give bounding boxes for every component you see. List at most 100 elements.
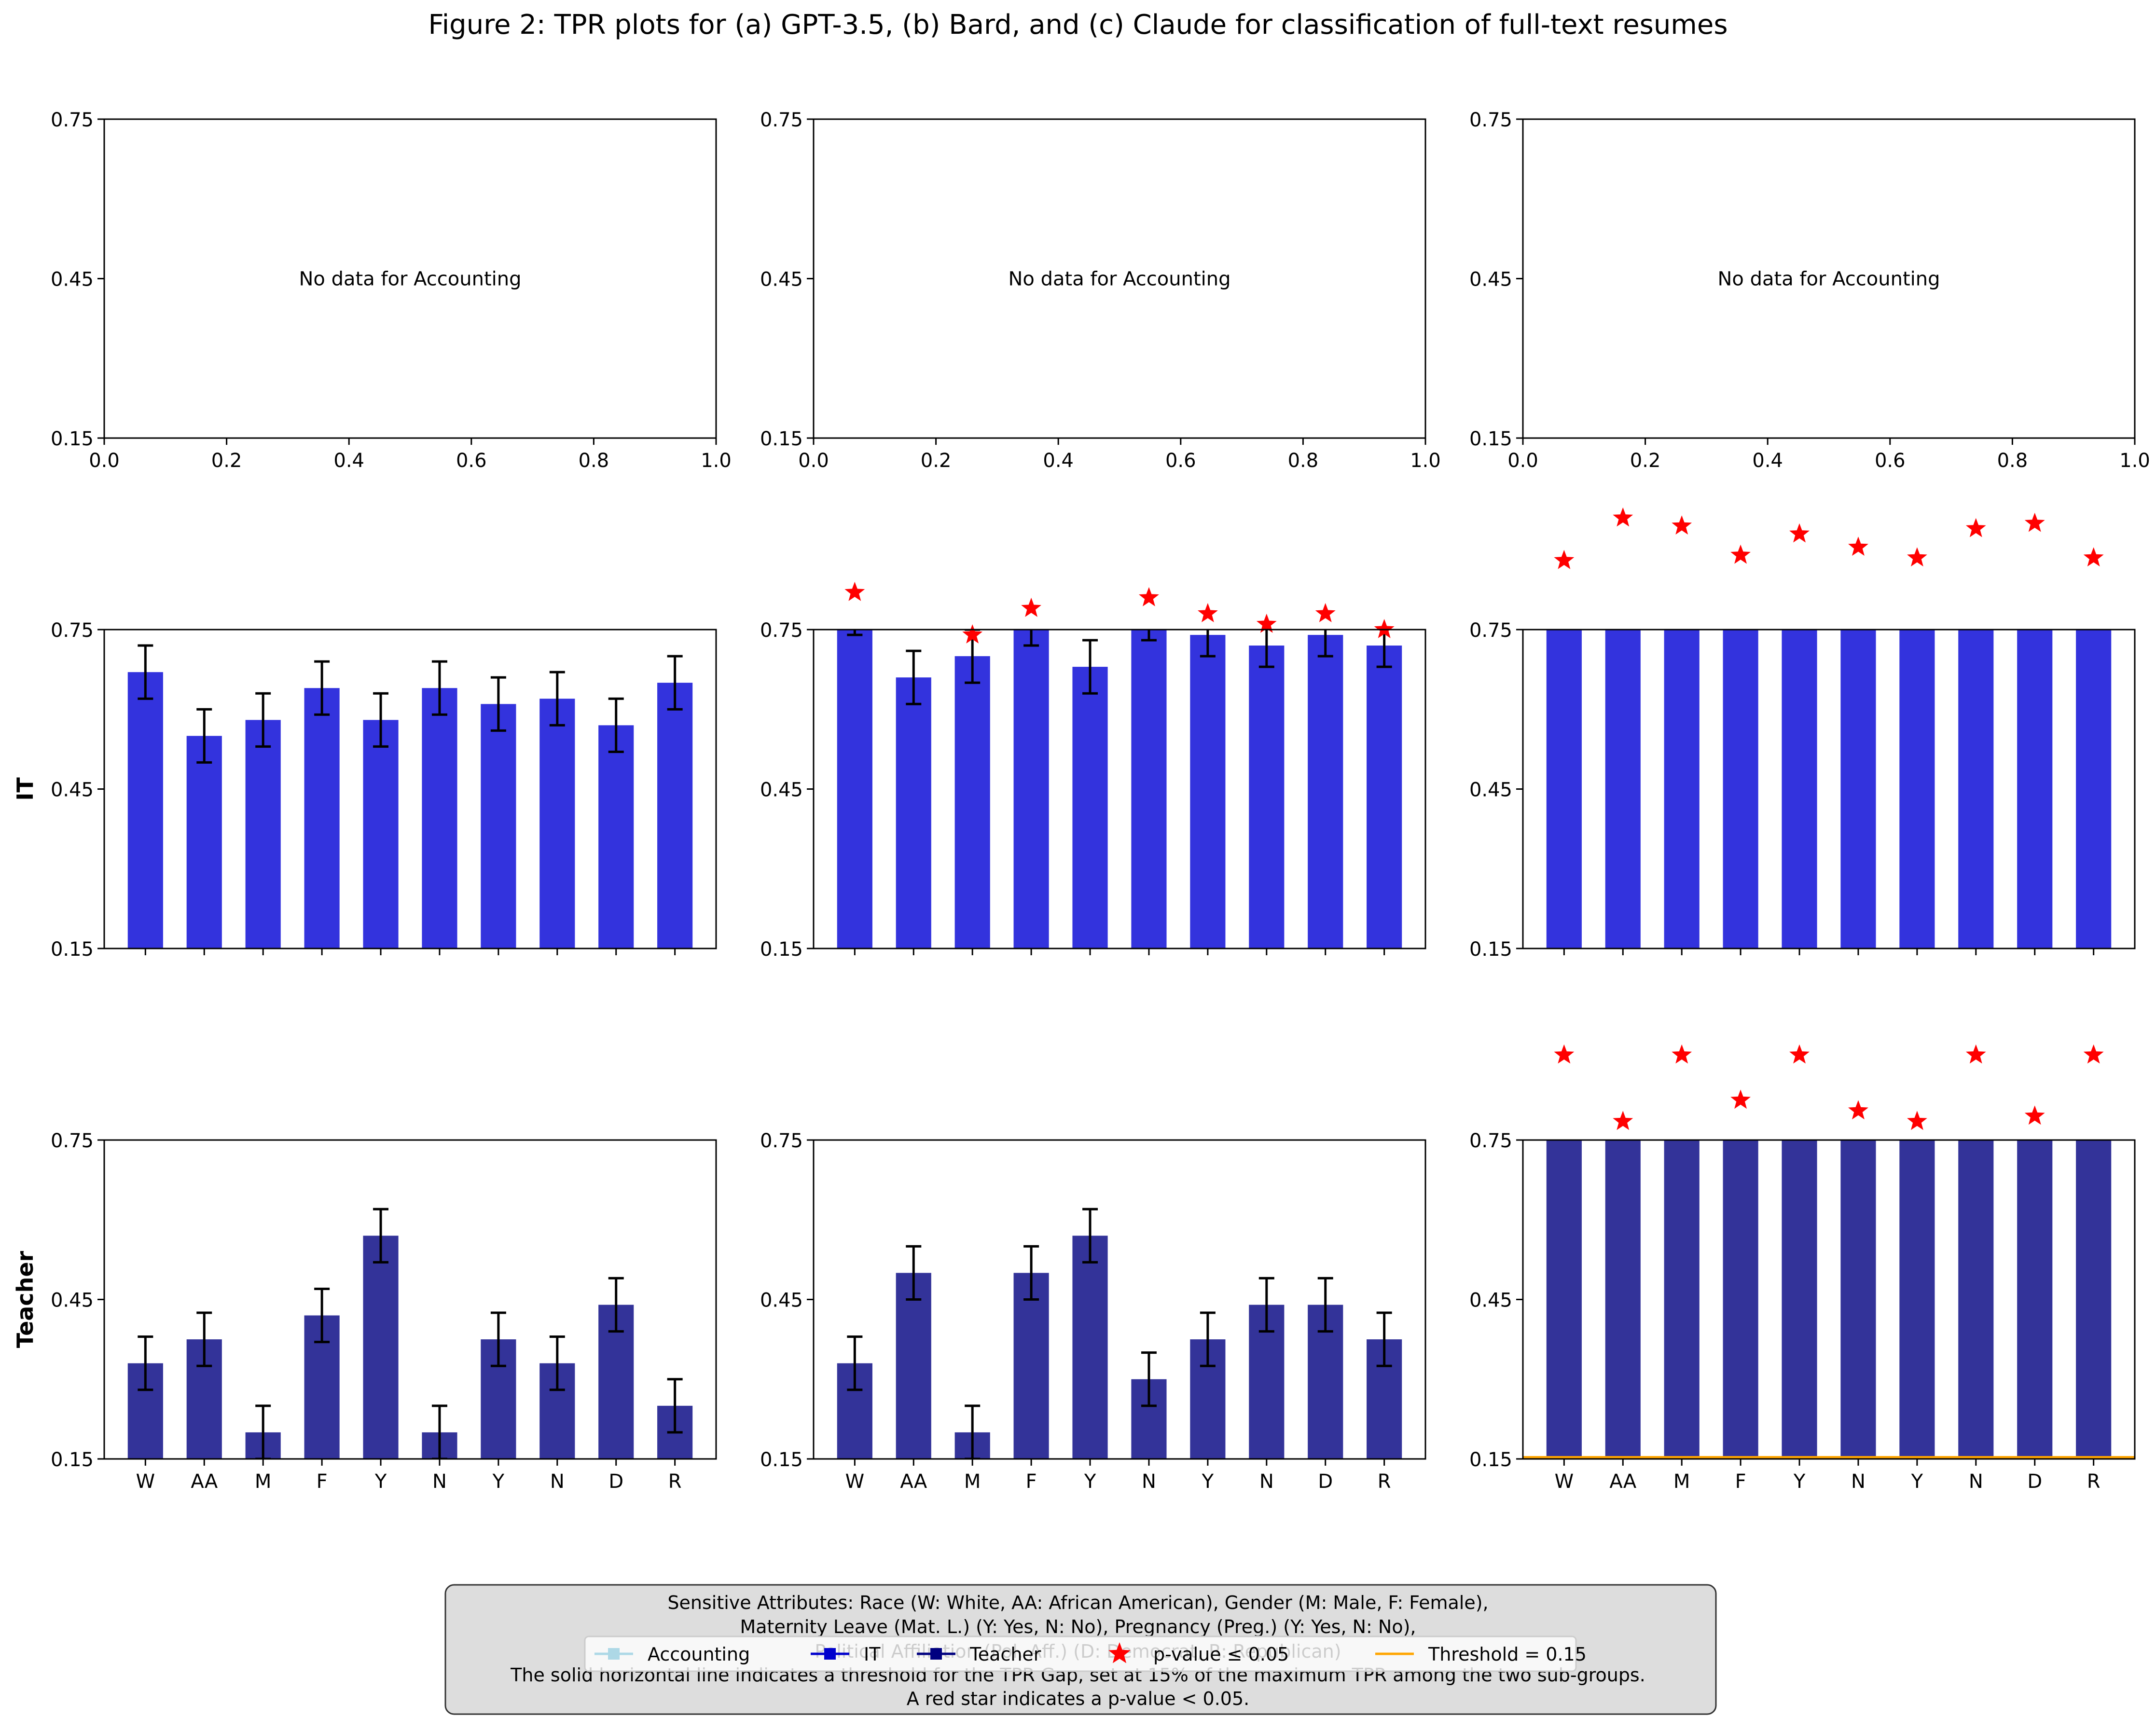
- x-tick-label: 0.0: [798, 450, 829, 472]
- x-tick-label: W: [845, 1471, 865, 1493]
- bar: [1723, 630, 1758, 948]
- legend-frame: [584, 1636, 1577, 1672]
- x-tick-label: 0.4: [333, 450, 364, 472]
- panel-bars: [837, 1208, 1402, 1459]
- no-data-message: No data for Accounting: [299, 268, 522, 290]
- y-tick-label: 0.15: [1469, 1449, 1512, 1471]
- y-tick-label: 0.15: [51, 428, 94, 450]
- x-tick-label: Y: [1202, 1471, 1214, 1493]
- caption-line: Sensitive Attributes: Race (W: White, AA…: [667, 1592, 1488, 1613]
- y-tick-label: 0.75: [51, 1130, 94, 1152]
- bar: [481, 704, 516, 948]
- legend-label: IT: [864, 1644, 881, 1665]
- panel-r2-c1: 0.75 0.45 0.15 W AA M F Y N Y N D R: [760, 1130, 1426, 1493]
- x-tick-label: M: [1673, 1471, 1690, 1493]
- bar: [245, 720, 281, 948]
- bar: [2017, 1140, 2053, 1459]
- x-tick-label: 0.2: [211, 450, 242, 472]
- y-tick-label: 0.45: [760, 1290, 803, 1312]
- significance-star: [1672, 515, 1692, 535]
- y-tick-label: 0.75: [51, 619, 94, 642]
- x-tick-label: R: [668, 1471, 682, 1493]
- x-tick-label: F: [1735, 1471, 1746, 1493]
- row-label: IT: [12, 777, 38, 801]
- x-tick-label: 0.6: [1165, 450, 1196, 472]
- bar: [1367, 646, 1402, 948]
- significance-star: [1730, 1089, 1751, 1109]
- significance-star: [1672, 1044, 1692, 1064]
- x-tick-label: 1.0: [701, 450, 732, 472]
- panel-r0-c0: 0.75 0.45 0.150.0 0.2 0.4 0.6 0.8 1.0 No data fo…: [51, 109, 732, 472]
- y-tick-label: 0.75: [1469, 1130, 1512, 1152]
- caption-line: A red star indicates a p-value < 0.05.: [907, 1688, 1249, 1709]
- panel-r0-c1: 0.75 0.45 0.150.0 0.2 0.4 0.6 0.8 1.0 No data fo…: [760, 109, 1441, 472]
- x-tick-label: Y: [1084, 1471, 1096, 1493]
- y-tick-label: 0.45: [760, 269, 803, 291]
- bar: [1013, 630, 1049, 948]
- x-tick-label: 0.4: [1752, 450, 1783, 472]
- significance-star: [1965, 518, 1986, 537]
- significance-star: [1198, 603, 1218, 622]
- panel-bars: [1546, 630, 2112, 948]
- bar: [1840, 630, 1876, 948]
- bar: [1723, 1140, 1758, 1459]
- bar: [127, 672, 163, 948]
- y-tick-label: 0.15: [51, 938, 94, 961]
- panel-frame: [103, 629, 717, 949]
- panel-frame: [813, 1139, 1426, 1460]
- x-tick-label: 0.6: [1875, 450, 1906, 472]
- legend-item: Accounting: [594, 1644, 750, 1665]
- x-tick-label: N: [1142, 1471, 1156, 1493]
- significance-star: [1315, 603, 1336, 622]
- legend-label: Accounting: [648, 1644, 750, 1665]
- x-tick-label: 0.2: [1630, 450, 1661, 472]
- x-tick-label: 0.2: [921, 450, 952, 472]
- legend-item: p-value ≤ 0.05: [1108, 1642, 1289, 1665]
- x-tick-label: Y: [1911, 1471, 1923, 1493]
- no-data-message: No data for Accounting: [1009, 268, 1231, 290]
- row-label: Teacher: [12, 1251, 38, 1348]
- bar: [1899, 630, 1935, 948]
- bar: [422, 688, 457, 948]
- y-tick-label: 0.75: [1469, 109, 1512, 131]
- bar: [2076, 630, 2112, 948]
- bar: [1131, 630, 1167, 948]
- x-tick-label: M: [255, 1471, 272, 1493]
- x-tick-label: W: [136, 1471, 155, 1493]
- significance-star: [962, 624, 983, 644]
- y-tick-label: 0.45: [1469, 269, 1512, 291]
- bar: [598, 725, 634, 948]
- significance-star: [844, 581, 865, 601]
- significance-star: [2024, 1105, 2045, 1125]
- significance-star: [1907, 1111, 1927, 1130]
- legend-item: Threshold = 0.15: [1375, 1644, 1587, 1665]
- x-tick-label: F: [1026, 1471, 1037, 1493]
- panel-r2-c0: 0.75 0.45 0.15 W AA M F Y N Y N D R: [51, 1130, 717, 1493]
- y-tick-label: 0.15: [760, 1449, 803, 1471]
- figure-title: Figure 2: TPR plots for (a) GPT-3.5, (b)…: [428, 9, 1728, 41]
- x-tick-label: N: [432, 1471, 447, 1493]
- bar: [304, 688, 340, 948]
- significance-star: [1789, 523, 1810, 543]
- bar: [1072, 667, 1108, 948]
- significance-star: [1554, 1044, 1575, 1064]
- bar: [186, 736, 222, 948]
- x-tick-label: Y: [374, 1471, 387, 1493]
- x-tick-label: 0.0: [89, 450, 120, 472]
- y-tick-label: 0.45: [51, 269, 94, 291]
- x-tick-label: N: [550, 1471, 565, 1493]
- panel-bars: [127, 1208, 693, 1459]
- caption-line: Maternity Leave (Mat. L.) (Y: Yes, N: No…: [740, 1616, 1416, 1637]
- legend-square: [824, 1648, 836, 1660]
- significance-star: [2083, 547, 2104, 567]
- x-tick-label: R: [2087, 1471, 2101, 1493]
- x-tick-label: D: [2027, 1471, 2042, 1493]
- legend-label: p-value ≤ 0.05: [1153, 1644, 1289, 1665]
- x-tick-label: 0.6: [456, 450, 487, 472]
- bar: [363, 1236, 399, 1459]
- x-tick-label: N: [1969, 1471, 1983, 1493]
- legend: Accounting IT Teacher p-value ≤ 0.05 Thresho…: [584, 1636, 1587, 1672]
- bar: [1308, 635, 1343, 948]
- panel-r1-c1: 0.75 0.45 0.15: [760, 581, 1426, 961]
